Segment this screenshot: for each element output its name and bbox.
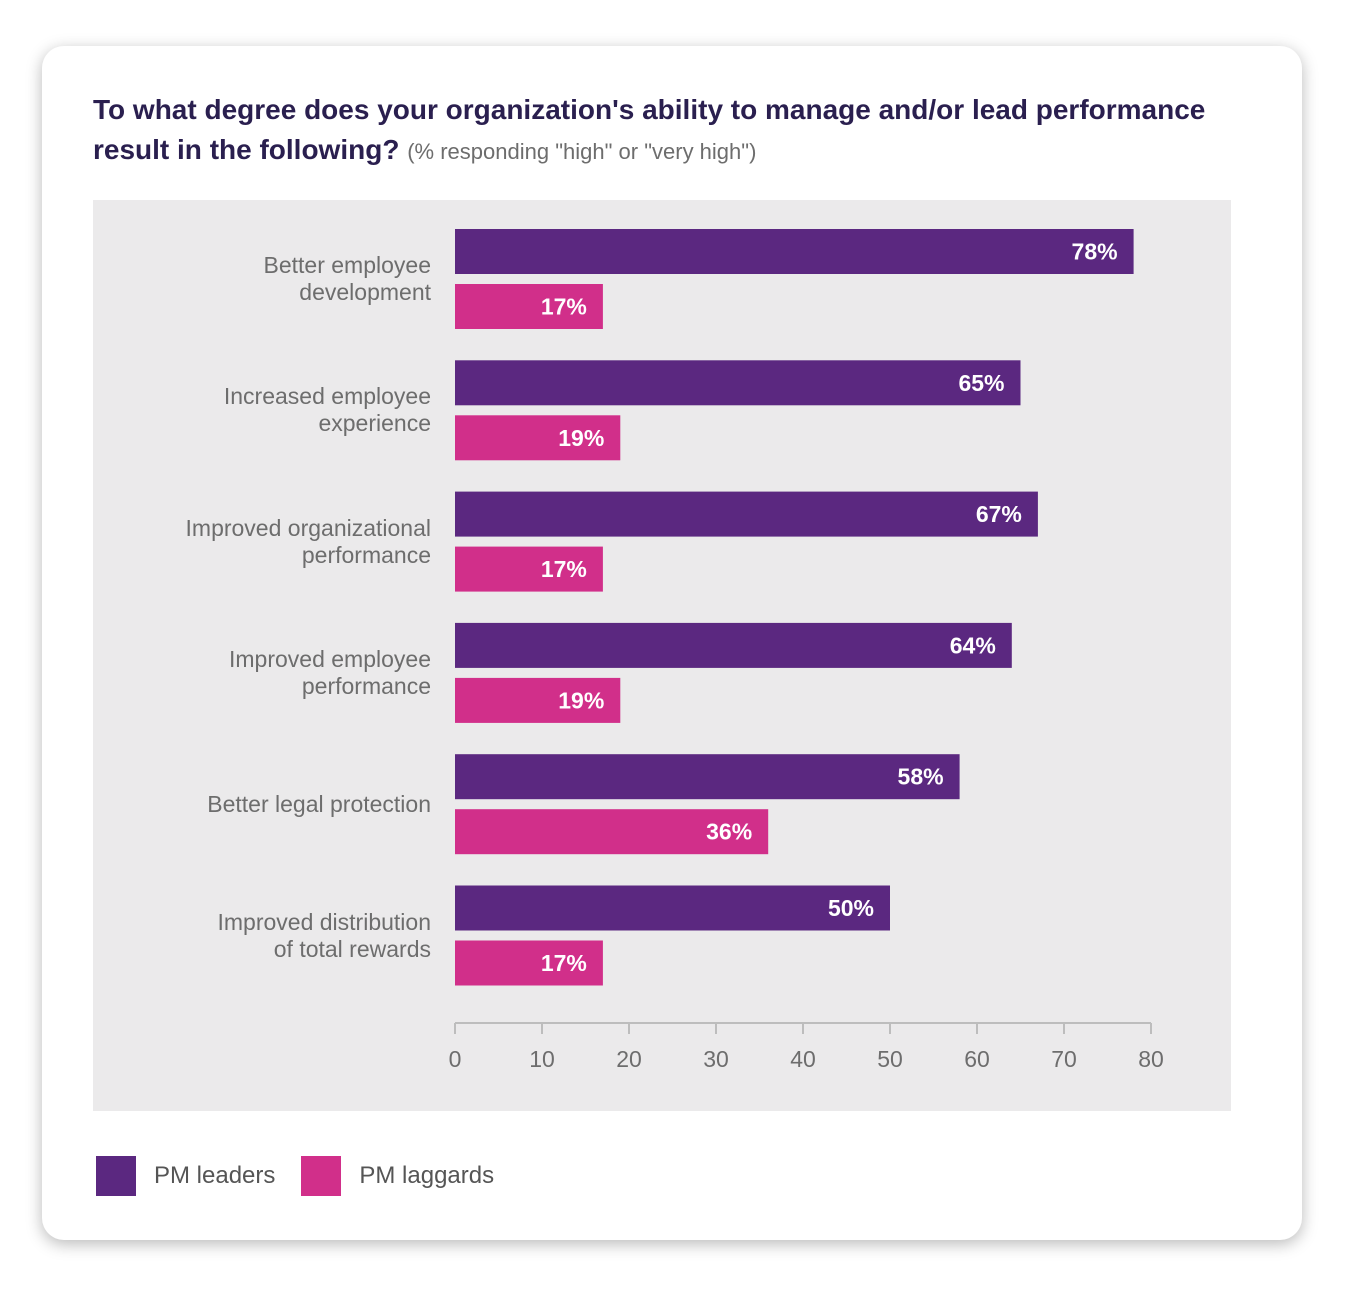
bar-laggards-3 xyxy=(455,677,621,723)
category-label-4: Better legal protection xyxy=(101,791,431,818)
data-label-laggards-3: 19% xyxy=(558,687,604,713)
category-label-line: Better legal protection xyxy=(207,790,431,817)
bar-leaders-2 xyxy=(455,491,1038,537)
x-tick-label-70: 70 xyxy=(1051,1046,1077,1072)
category-label-5: Improved distribution of total rewards xyxy=(101,908,432,963)
legend-swatch-leaders xyxy=(96,1156,136,1196)
x-tick-label-80: 80 xyxy=(1138,1046,1164,1072)
category-label-2: Improved organizational performance xyxy=(101,515,431,569)
chart-title: To what degree does your organization's … xyxy=(93,90,1213,172)
bar-laggards-0 xyxy=(455,284,603,329)
data-label-leaders-3: 64% xyxy=(950,632,996,658)
x-tick-label-60: 60 xyxy=(964,1046,990,1072)
chart-subtitle: (% responding "high" or "very high") xyxy=(407,139,757,164)
category-label-line: experience xyxy=(318,410,431,437)
bar-laggards-5 xyxy=(455,940,603,986)
category-label-line: of total rewards xyxy=(273,935,431,962)
bar-chart: 78% 17% 65% 19% 67% 17% 64% 19% 58% 36% 50% 17% 0 10 2… xyxy=(449,229,1164,1072)
data-label-laggards-1: 19% xyxy=(558,425,604,451)
category-label-line: Improved distribution xyxy=(217,908,432,935)
category-label-line: Increased employee xyxy=(223,383,431,410)
data-label-leaders-2: 67% xyxy=(976,501,1022,527)
x-tick-label-40: 40 xyxy=(790,1046,816,1072)
legend-label-leaders: PM leaders xyxy=(154,1162,276,1189)
chart-title-text: To what degree does your organization's … xyxy=(93,94,1206,165)
bar-laggards-1 xyxy=(455,415,621,461)
x-tick-label-30: 30 xyxy=(703,1046,729,1072)
legend: PM leaders PM laggards xyxy=(96,1156,520,1196)
data-label-leaders-0: 78% xyxy=(1072,239,1118,265)
category-label-line: performance xyxy=(301,541,431,568)
data-label-leaders-5: 50% xyxy=(828,895,874,921)
data-label-laggards-2: 17% xyxy=(541,556,587,582)
category-label-line: Improved organizational xyxy=(185,514,431,541)
bar-laggards-2 xyxy=(455,546,603,592)
data-label-laggards-4: 36% xyxy=(706,819,752,845)
legend-item-leaders: PM leaders xyxy=(96,1156,275,1196)
category-label-line: Improved employee xyxy=(229,645,431,672)
bar-leaders-5 xyxy=(455,885,890,931)
x-tick-label-20: 20 xyxy=(616,1046,642,1072)
category-label-0: Better employee development xyxy=(101,252,431,306)
x-tick-label-0: 0 xyxy=(449,1046,462,1072)
data-label-laggards-5: 17% xyxy=(541,950,587,976)
category-label-line: development xyxy=(299,279,431,305)
category-label-line: performance xyxy=(301,672,431,699)
bar-leaders-4 xyxy=(455,754,960,800)
data-label-laggards-0: 17% xyxy=(541,294,587,320)
category-label-1: Increased employee experience xyxy=(101,383,431,437)
category-label-3: Improved employee performance xyxy=(101,646,431,700)
data-label-leaders-1: 65% xyxy=(958,370,1004,396)
legend-label-laggards: PM laggards xyxy=(359,1162,495,1189)
legend-item-laggards: PM laggards xyxy=(301,1156,494,1196)
x-tick-label-50: 50 xyxy=(877,1046,903,1072)
bar-leaders-3 xyxy=(455,622,1012,668)
bar-laggards-4 xyxy=(455,809,769,855)
bar-leaders-0 xyxy=(455,229,1134,274)
x-tick-label-10: 10 xyxy=(529,1046,555,1072)
category-label-line: Better employee xyxy=(263,252,431,278)
data-label-leaders-4: 58% xyxy=(898,764,944,790)
bar-leaders-1 xyxy=(455,360,1021,406)
chart-plot-area: Better employee development Increased empl… xyxy=(93,200,1231,1111)
legend-swatch-laggards xyxy=(301,1156,342,1196)
